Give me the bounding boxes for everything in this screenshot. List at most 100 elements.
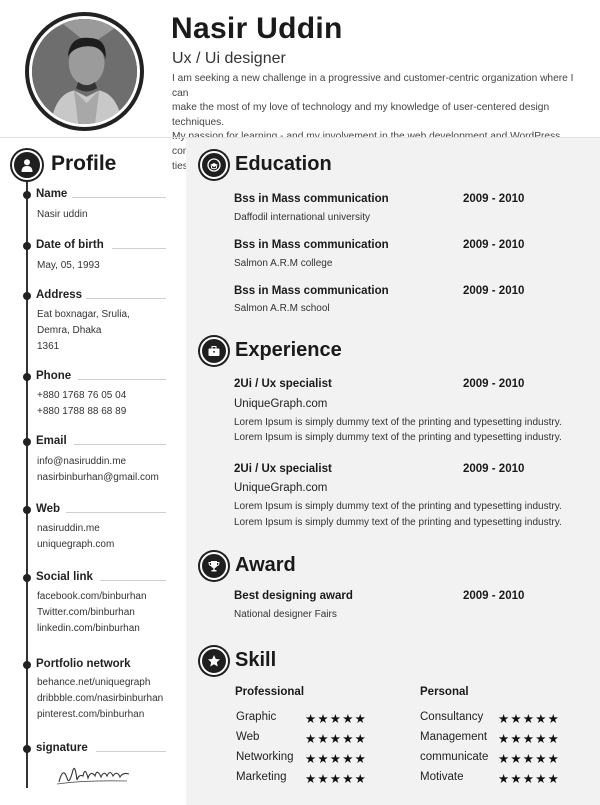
skill-rating: ★★★★★	[498, 711, 561, 726]
name-value: Nasir uddin	[37, 209, 88, 220]
education-heading: Education	[235, 153, 332, 175]
full-name: Nasir Uddin	[171, 12, 343, 45]
star-icon	[200, 647, 228, 675]
divider	[96, 751, 166, 752]
personal-heading: Personal	[420, 686, 469, 698]
award-organization: National designer Fairs	[234, 609, 337, 620]
portfolio-link[interactable]: behance.net/uniquegraph	[37, 677, 151, 688]
profile-heading: Profile	[51, 152, 117, 175]
skill-rating: ★★★★★	[305, 711, 368, 726]
summary-line: I am seeking a new challenge in a progre…	[172, 73, 574, 99]
web-link[interactable]: nasiruddin.me	[37, 523, 100, 534]
timeline-dot	[23, 506, 31, 514]
signature-image	[56, 767, 130, 785]
timeline-dot	[23, 292, 31, 300]
skill-rating: ★★★★★	[498, 731, 561, 746]
education-institution: Salmon A.R.M college	[234, 258, 333, 269]
skill-rating: ★★★★★	[305, 771, 368, 786]
dob-value: May, 05, 1993	[37, 260, 100, 271]
social-link[interactable]: Twitter.com/binburhan	[37, 607, 135, 618]
portfolio-link[interactable]: dribbble.com/nasirbinburhan	[37, 693, 164, 704]
graduation-icon	[200, 151, 228, 179]
divider	[66, 512, 166, 513]
social-label: Social link	[36, 571, 93, 583]
phone-value: +880 1788 88 68 89	[37, 406, 127, 417]
education-degree: Bss in Mass communication	[234, 239, 389, 251]
timeline-dot	[23, 661, 31, 669]
professional-heading: Professional	[235, 686, 305, 698]
skill-rating: ★★★★★	[498, 771, 561, 786]
divider	[86, 298, 166, 299]
education-years: 2009 - 2010	[463, 239, 525, 251]
email-value[interactable]: info@nasiruddin.me	[37, 456, 127, 467]
user-icon	[12, 150, 42, 180]
timeline-dot	[23, 242, 31, 250]
education-institution: Salmon A.R.M school	[234, 303, 330, 314]
email-label: Email	[36, 435, 67, 447]
social-link[interactable]: facebook.com/binburhan	[37, 591, 147, 602]
timeline-dot	[23, 191, 31, 199]
email-value[interactable]: nasirbinburhan@gmail.com	[37, 472, 159, 483]
skill-name: Motivate	[420, 771, 464, 783]
phone-value: +880 1768 76 05 04	[37, 390, 127, 401]
address-line: 1361	[37, 341, 60, 352]
phone-label: Phone	[36, 370, 72, 382]
timeline-dot	[23, 438, 31, 446]
experience-description: Lorem Ipsum is simply dummy text of the …	[234, 432, 562, 443]
experience-description: Lorem Ipsum is simply dummy text of the …	[234, 417, 562, 428]
experience-title: 2Ui / Ux specialist	[234, 378, 332, 390]
signature-label: signature	[36, 742, 88, 754]
skill-name: Management	[420, 731, 488, 743]
skill-name: Marketing	[236, 771, 287, 783]
skill-heading: Skill	[235, 649, 277, 671]
experience-years: 2009 - 2010	[463, 463, 525, 475]
divider	[74, 444, 166, 445]
portfolio-link[interactable]: pinterest.com/binburhan	[37, 709, 145, 720]
skill-rating: ★★★★★	[305, 731, 368, 746]
education-degree: Bss in Mass communication	[234, 285, 389, 297]
skill-name: Graphic	[236, 711, 277, 723]
divider	[72, 197, 166, 198]
award-years: 2009 - 2010	[463, 590, 525, 602]
skill-name: communicate	[420, 751, 489, 763]
web-label: Web	[36, 503, 61, 515]
dob-label: Date of birth	[36, 239, 104, 251]
education-years: 2009 - 2010	[463, 285, 525, 297]
award-heading: Award	[235, 554, 296, 576]
summary-line: ties -	[172, 160, 195, 172]
right-panel	[186, 138, 600, 805]
address-label: Address	[36, 289, 83, 301]
award-title: Best designing award	[234, 590, 353, 602]
education-degree: Bss in Mass communication	[234, 193, 389, 205]
profile-photo	[25, 12, 144, 131]
skill-name: Web	[236, 731, 260, 743]
education-institution: Daffodil international university	[234, 212, 371, 223]
skill-rating: ★★★★★	[498, 751, 561, 766]
address-line: Demra, Dhaka	[37, 325, 102, 336]
timeline-dot	[23, 574, 31, 582]
person-portrait-icon	[32, 19, 137, 124]
experience-description: Lorem Ipsum is simply dummy text of the …	[234, 517, 562, 528]
skill-name: Consultancy	[420, 711, 484, 723]
timeline-dot	[23, 745, 31, 753]
profile-timeline	[26, 164, 28, 788]
experience-title: 2Ui / Ux specialist	[234, 463, 332, 475]
social-link[interactable]: linkedin.com/binburhan	[37, 623, 140, 634]
address-line: Eat boxnagar, Srulia,	[37, 309, 130, 320]
experience-company: UniqueGraph.com	[234, 482, 328, 494]
summary-line: make the most of my love of technology a…	[172, 102, 550, 128]
skill-rating: ★★★★★	[305, 751, 368, 766]
divider	[78, 379, 166, 380]
trophy-icon	[200, 552, 228, 580]
experience-company: UniqueGraph.com	[234, 398, 328, 410]
timeline-dot	[23, 373, 31, 381]
skill-name: Networking	[236, 751, 294, 763]
experience-heading: Experience	[235, 339, 342, 361]
education-years: 2009 - 2010	[463, 193, 525, 205]
header-divider	[0, 137, 600, 138]
job-title: Ux / Ui designer	[172, 50, 286, 67]
briefcase-icon	[200, 337, 228, 365]
experience-years: 2009 - 2010	[463, 378, 525, 390]
name-label: Name	[36, 188, 68, 200]
web-link[interactable]: uniquegraph.com	[37, 539, 115, 550]
